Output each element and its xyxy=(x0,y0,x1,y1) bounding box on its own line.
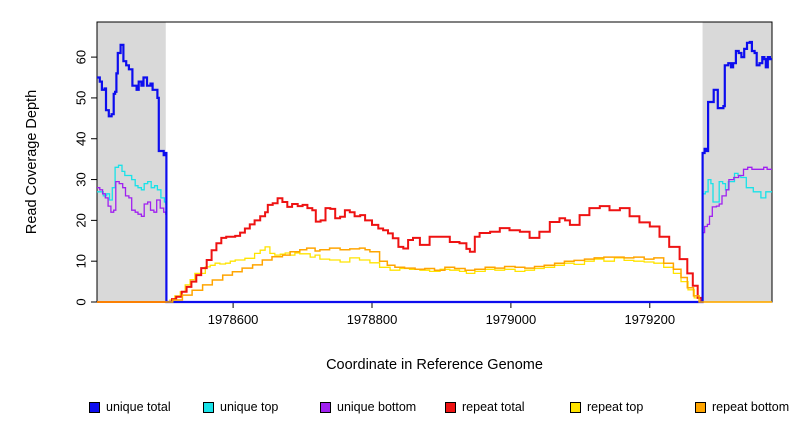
x-tick-label: 1979200 xyxy=(624,312,675,327)
series-repeat-top xyxy=(97,246,772,303)
legend-swatch-repeat-top xyxy=(570,401,581,413)
legend-swatch-unique-bottom xyxy=(320,401,331,413)
y-tick-label: 20 xyxy=(74,213,89,227)
series-unique-total xyxy=(97,40,772,304)
legend-item-repeat-top: repeat top xyxy=(570,400,643,414)
legend-label: unique bottom xyxy=(337,400,417,414)
legend-swatch-unique-total xyxy=(89,401,100,413)
x-tick-label: 1978600 xyxy=(208,312,259,327)
shaded-region xyxy=(97,22,166,302)
legend-item-repeat-total: repeat total xyxy=(445,400,525,414)
series-repeat-bottom xyxy=(97,247,772,303)
y-axis-title: Read Coverage Depth xyxy=(24,89,40,235)
legend-item-unique-bottom: unique bottom xyxy=(320,400,416,414)
legend-swatch-repeat-total xyxy=(445,401,456,413)
legend-item-unique-top: unique top xyxy=(203,400,278,414)
legend-item-repeat-bottom: repeat bottom xyxy=(695,400,789,414)
y-tick-label: 40 xyxy=(74,132,89,146)
legend: unique total unique top unique bottom repea… xyxy=(0,400,792,420)
y-tick-label: 0 xyxy=(74,298,89,305)
shaded-region xyxy=(702,22,772,302)
x-axis-title: Coordinate in Reference Genome xyxy=(326,357,543,373)
legend-item-unique-total: unique total xyxy=(89,400,171,414)
series-unique-top xyxy=(97,164,772,303)
legend-label: repeat total xyxy=(462,400,525,414)
legend-label: repeat top xyxy=(587,400,644,414)
legend-swatch-repeat-bottom xyxy=(695,401,706,413)
series-repeat-total xyxy=(97,197,703,303)
y-tick-label: 10 xyxy=(74,254,89,268)
x-tick-label: 1979000 xyxy=(486,312,537,327)
legend-label: repeat bottom xyxy=(712,400,790,414)
y-tick-label: 60 xyxy=(74,50,89,64)
series-unique-bottom xyxy=(97,166,772,303)
legend-label: unique total xyxy=(106,400,171,414)
x-tick-label: 1978800 xyxy=(347,312,398,327)
y-tick-label: 30 xyxy=(74,172,89,186)
y-tick-label: 50 xyxy=(74,91,89,105)
plot-box xyxy=(96,21,773,303)
legend-label: unique top xyxy=(220,400,279,414)
legend-swatch-unique-top xyxy=(203,401,214,413)
